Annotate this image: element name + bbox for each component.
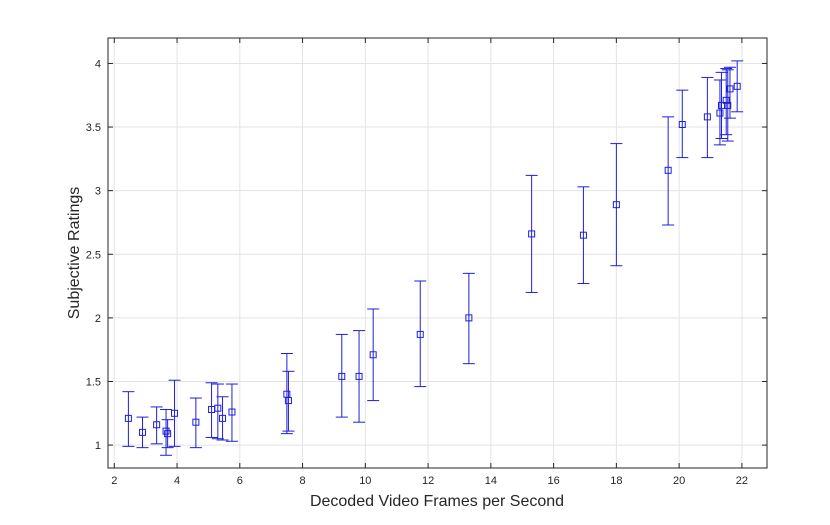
data-point — [676, 89, 689, 159]
data-point — [122, 391, 135, 447]
data-point — [150, 406, 163, 445]
square-marker — [724, 101, 732, 109]
x-tick-label: 12 — [422, 475, 434, 487]
data-point — [662, 116, 675, 226]
x-axis: 2 4 6 8 10 12 14 16 18 20 22 — [111, 38, 748, 487]
data-point — [282, 370, 295, 432]
square-marker — [579, 231, 587, 239]
square-marker — [228, 408, 236, 416]
square-marker — [369, 351, 377, 359]
square-marker — [703, 113, 711, 121]
data-point — [168, 379, 181, 447]
square-marker — [338, 372, 346, 380]
square-marker — [733, 82, 741, 90]
data-point — [713, 79, 726, 146]
data-point — [136, 416, 149, 449]
data-point — [462, 272, 475, 365]
y-tick-label: 4 — [95, 58, 101, 70]
square-marker — [465, 314, 473, 322]
data-point — [414, 280, 427, 388]
square-marker — [664, 166, 672, 174]
square-marker — [124, 414, 132, 422]
data-point — [225, 383, 238, 442]
x-axis-label: Decoded Video Frames per Second — [310, 493, 564, 510]
y-tick-label: 2.5 — [86, 249, 101, 261]
data-point — [161, 419, 174, 449]
y-axis-label: Subjective Ratings — [66, 187, 83, 320]
x-tick-label: 4 — [174, 475, 180, 487]
square-marker — [219, 414, 227, 422]
x-tick-label: 8 — [299, 475, 305, 487]
y-tick-label: 3.5 — [86, 122, 101, 134]
data-point — [205, 382, 218, 438]
data-point — [610, 143, 623, 267]
data-point — [367, 308, 380, 402]
square-marker — [192, 418, 200, 426]
data-point — [701, 76, 714, 159]
square-marker — [284, 397, 292, 405]
data-point — [189, 397, 202, 449]
square-marker — [416, 330, 424, 338]
y-axis: 1 1.5 2 2.5 3 3.5 4 — [86, 58, 767, 452]
x-tick-label: 6 — [237, 475, 243, 487]
data-series — [122, 60, 744, 456]
data-point — [216, 396, 229, 441]
square-marker — [214, 404, 222, 412]
y-tick-label: 2 — [95, 313, 101, 325]
x-tick-label: 2 — [111, 475, 117, 487]
square-marker — [528, 230, 536, 238]
data-point — [335, 333, 348, 418]
square-marker — [716, 109, 724, 117]
x-tick-label: 22 — [736, 475, 748, 487]
square-marker — [164, 430, 172, 438]
x-tick-label: 18 — [610, 475, 622, 487]
y-tick-label: 3 — [95, 186, 101, 198]
y-tick-label: 1.5 — [86, 376, 101, 388]
data-point — [211, 383, 224, 440]
square-marker — [722, 96, 730, 104]
plot-area-frame — [107, 37, 768, 469]
x-tick-label: 20 — [673, 475, 685, 487]
square-marker — [171, 409, 179, 417]
x-tick-label: 16 — [547, 475, 559, 487]
data-point — [525, 174, 538, 293]
data-point — [721, 69, 734, 142]
data-point — [723, 66, 736, 119]
square-marker — [355, 372, 363, 380]
data-point — [577, 186, 590, 285]
square-marker — [678, 121, 686, 129]
x-tick-label: 14 — [485, 475, 497, 487]
square-marker — [612, 201, 620, 209]
grid — [108, 38, 767, 468]
square-marker — [139, 428, 147, 436]
square-marker — [726, 85, 734, 93]
x-tick-label: 10 — [359, 475, 371, 487]
data-point — [731, 60, 744, 113]
y-tick-label: 1 — [95, 440, 101, 452]
data-point — [353, 330, 366, 423]
square-marker — [153, 421, 161, 429]
